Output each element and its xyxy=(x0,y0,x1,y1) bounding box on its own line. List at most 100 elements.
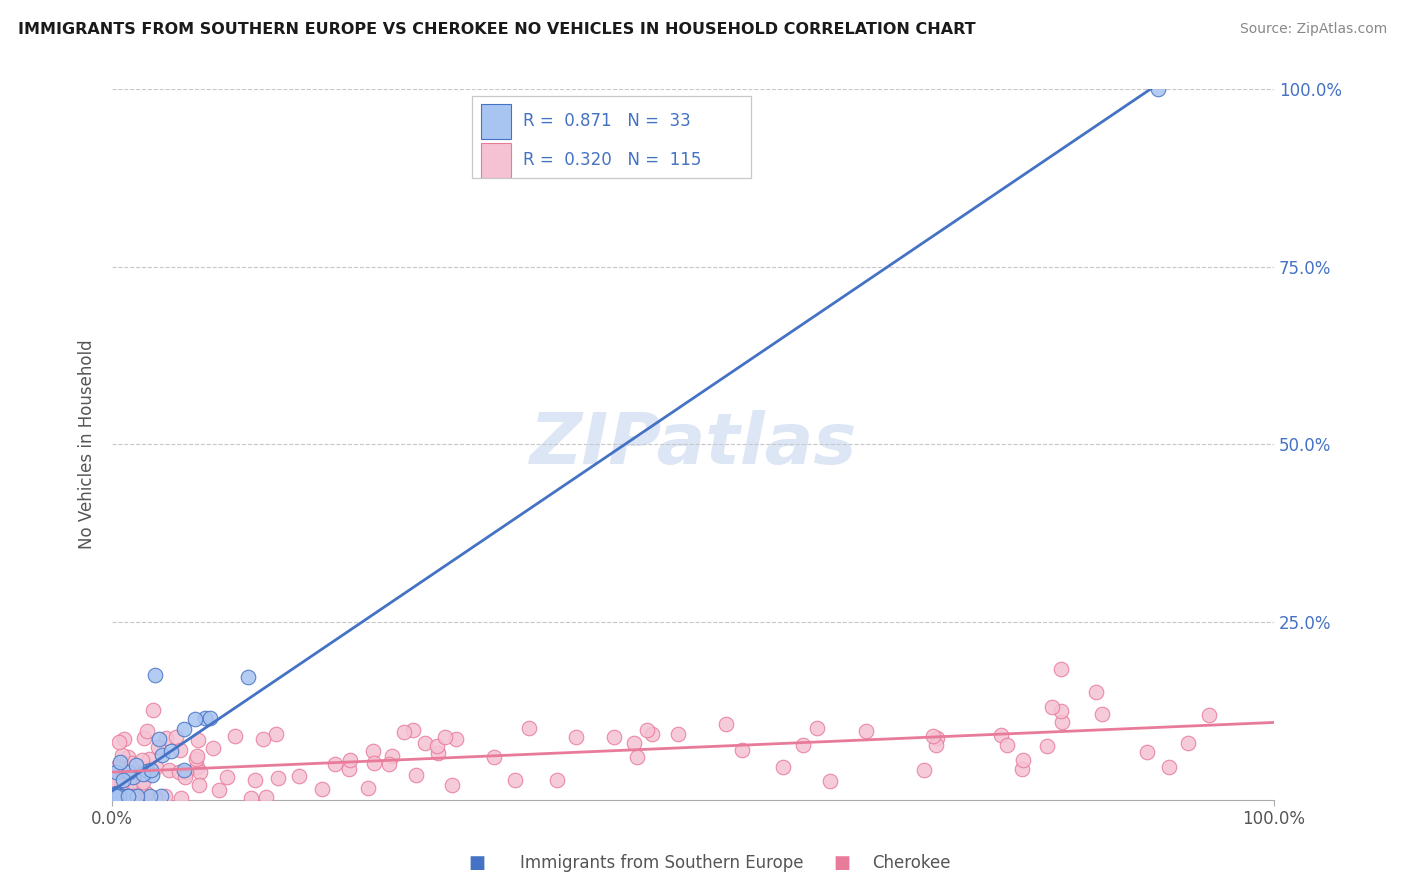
Point xyxy=(105,773,128,788)
Point xyxy=(377,756,399,771)
Point xyxy=(1050,662,1073,676)
Point xyxy=(143,790,166,805)
Point xyxy=(603,730,626,744)
Point xyxy=(186,748,208,763)
Point xyxy=(202,740,225,755)
Point xyxy=(855,724,877,739)
Point xyxy=(150,789,173,803)
Point xyxy=(990,728,1012,742)
Point xyxy=(117,789,139,803)
Point xyxy=(636,723,658,737)
Point xyxy=(187,732,209,747)
Point xyxy=(433,730,456,744)
Point xyxy=(107,773,129,788)
Text: Source: ZipAtlas.com: Source: ZipAtlas.com xyxy=(1240,22,1388,37)
Point xyxy=(405,768,427,782)
Point xyxy=(714,717,737,731)
Point xyxy=(444,732,467,747)
Point xyxy=(188,764,211,779)
Point xyxy=(1040,700,1063,714)
Point xyxy=(112,732,135,747)
Point xyxy=(121,789,143,803)
Point xyxy=(772,760,794,774)
Point xyxy=(169,743,191,757)
Point xyxy=(134,791,156,805)
Point xyxy=(731,743,754,757)
Point xyxy=(503,773,526,788)
Point xyxy=(1146,82,1168,96)
Point xyxy=(134,731,156,746)
Text: Immigrants from Southern Europe: Immigrants from Southern Europe xyxy=(520,855,804,872)
Point xyxy=(108,756,131,770)
Point xyxy=(110,777,132,791)
Point xyxy=(239,791,262,805)
Point xyxy=(132,767,155,781)
Point xyxy=(120,776,142,790)
Point xyxy=(792,738,814,752)
Point xyxy=(108,789,131,803)
Point xyxy=(323,756,346,771)
Point xyxy=(565,730,588,744)
Point xyxy=(806,721,828,735)
Point xyxy=(135,786,157,800)
Point xyxy=(104,789,127,804)
Point xyxy=(1011,762,1033,776)
Y-axis label: No Vehicles in Household: No Vehicles in Household xyxy=(79,339,96,549)
Point xyxy=(484,750,506,764)
Point xyxy=(118,777,141,791)
Point xyxy=(1035,739,1057,753)
Point xyxy=(194,711,217,725)
Point xyxy=(145,759,167,773)
Point xyxy=(142,703,165,717)
Point xyxy=(105,776,128,790)
Point xyxy=(104,785,127,799)
Point xyxy=(546,772,568,787)
Point xyxy=(117,750,139,764)
Point xyxy=(1084,684,1107,698)
Point xyxy=(1011,753,1033,767)
Point xyxy=(1091,707,1114,722)
Point xyxy=(104,765,127,780)
Point xyxy=(136,723,159,738)
Point xyxy=(129,779,152,793)
Point xyxy=(107,759,129,773)
Point xyxy=(254,790,277,805)
Point xyxy=(381,748,404,763)
Point xyxy=(131,753,153,767)
Point xyxy=(132,774,155,789)
Point xyxy=(208,783,231,797)
Point xyxy=(1177,736,1199,750)
Point xyxy=(138,752,160,766)
Text: Cherokee: Cherokee xyxy=(872,855,950,872)
Point xyxy=(157,763,180,777)
Text: ZIPatlas: ZIPatlas xyxy=(530,409,856,479)
Point xyxy=(1052,714,1074,729)
Point xyxy=(141,768,163,782)
Point xyxy=(311,782,333,797)
Point xyxy=(402,723,425,737)
Point xyxy=(138,789,160,803)
Point xyxy=(170,791,193,805)
Point xyxy=(623,736,645,750)
Point xyxy=(267,771,290,785)
Point xyxy=(153,789,176,803)
Point xyxy=(1159,760,1181,774)
Point xyxy=(288,769,311,783)
Point xyxy=(120,756,142,770)
Point xyxy=(361,744,384,758)
Point xyxy=(108,735,131,749)
Point xyxy=(339,753,361,767)
Point xyxy=(117,774,139,789)
Point xyxy=(666,727,689,741)
Point xyxy=(925,731,948,746)
Point xyxy=(243,772,266,787)
Point xyxy=(121,770,143,784)
Point xyxy=(118,765,141,780)
Point xyxy=(111,747,134,762)
Point xyxy=(174,764,197,779)
Point xyxy=(1050,704,1073,718)
Text: ■: ■ xyxy=(468,855,485,872)
Point xyxy=(135,761,157,775)
Point xyxy=(160,744,183,758)
Point xyxy=(188,779,211,793)
